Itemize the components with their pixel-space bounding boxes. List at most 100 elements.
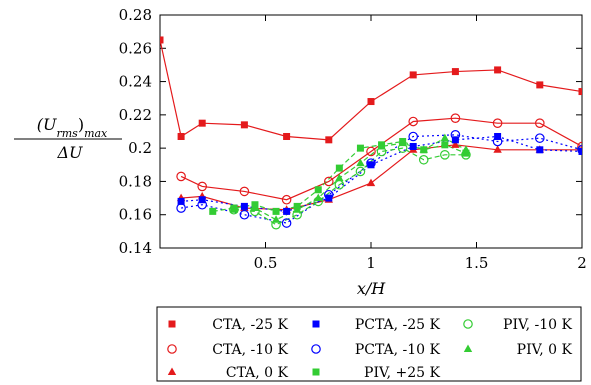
data-point <box>536 146 544 154</box>
data-point <box>314 186 322 194</box>
legend-label: PIV, 0 K <box>517 342 573 358</box>
data-point <box>577 145 582 155</box>
data-point <box>230 204 238 212</box>
legend-item: PIV, 0 K <box>463 342 573 358</box>
data-point <box>494 132 502 140</box>
data-point <box>450 113 461 123</box>
data-point <box>335 173 344 182</box>
legend-label: PCTA, -10 K <box>355 342 441 358</box>
legend-item: CTA, -25 K <box>168 317 289 333</box>
legend-item: PCTA, -10 K <box>311 342 441 358</box>
data-point <box>420 146 428 154</box>
data-point <box>451 140 460 148</box>
legend-item: PIV, +25 K <box>312 365 441 381</box>
data-point <box>314 193 323 202</box>
data-point <box>323 176 334 187</box>
series-points-1 <box>160 36 582 144</box>
series-line-3 <box>181 144 582 211</box>
y-axis-label: (Urms)max ΔU <box>14 115 122 162</box>
data-point <box>356 158 365 167</box>
data-point <box>536 81 544 89</box>
data-point <box>366 178 376 187</box>
data-point <box>176 171 186 182</box>
series-points-6 <box>229 143 471 230</box>
series-line-6 <box>233 147 466 226</box>
series-points-2 <box>176 113 582 205</box>
data-point <box>281 194 292 205</box>
data-point <box>355 166 366 177</box>
data-point <box>251 201 259 209</box>
legend-label: CTA, 0 K <box>226 365 289 381</box>
data-point <box>408 116 418 127</box>
data-point <box>197 199 207 210</box>
data-point <box>356 144 364 152</box>
data-point <box>240 121 248 129</box>
legend-item: PCTA, -25 K <box>312 317 441 333</box>
data-point <box>177 197 185 205</box>
series-markers <box>160 36 582 230</box>
data-point <box>325 194 333 202</box>
data-point <box>451 136 459 144</box>
data-point <box>283 207 291 215</box>
data-point <box>494 66 502 74</box>
data-point <box>450 130 461 140</box>
series-line-2 <box>180 117 582 201</box>
legend: CTA, -25 K PCTA, -25 K PIV, -10 K CTA, -10 … <box>156 306 582 382</box>
data-point <box>378 141 386 149</box>
x-axis-label: x/H <box>357 279 386 298</box>
y-label-close: ) <box>78 115 84 134</box>
data-point <box>240 202 248 210</box>
legend-marker <box>463 319 473 329</box>
series-points-8 <box>209 137 470 215</box>
data-point <box>335 164 343 172</box>
plot-frame <box>159 14 583 249</box>
data-point <box>283 132 291 140</box>
legend-item: CTA, 0 K <box>167 365 289 381</box>
y-tick-label: 0.14 <box>119 239 152 257</box>
data-point <box>409 142 417 150</box>
legend-label: CTA, -10 K <box>212 342 288 358</box>
legend-marker <box>311 344 321 354</box>
data-point <box>293 202 301 210</box>
y-tick-label: 0.2 <box>128 139 152 157</box>
legend-label: PCTA, -25 K <box>355 317 441 333</box>
svg-text:(Urms)max: (Urms)max <box>37 115 108 140</box>
series-line-1 <box>160 39 582 141</box>
data-point <box>198 196 206 204</box>
data-point <box>176 203 186 213</box>
data-point <box>198 119 206 127</box>
legend-marker <box>312 368 320 376</box>
data-point <box>451 68 459 76</box>
data-point <box>399 137 407 145</box>
y-axis-ticks: 0.14 0.16 0.18 0.2 0.22 0.24 0.26 0.28 <box>119 6 582 257</box>
data-point <box>160 36 164 44</box>
data-point <box>323 189 334 200</box>
legend-marker <box>312 320 320 328</box>
data-point <box>366 158 376 168</box>
legend-item: CTA, -10 K <box>167 342 289 358</box>
data-point <box>493 145 502 153</box>
y-label-open: (U <box>37 115 57 134</box>
data-point <box>408 131 418 142</box>
data-point <box>325 136 333 144</box>
data-point <box>462 149 470 157</box>
data-point <box>272 207 280 215</box>
x-tick-label: 1 <box>366 254 376 272</box>
data-point <box>367 98 375 106</box>
legend-label: PIV, -10 K <box>503 317 573 333</box>
y-tick-label: 0.22 <box>119 106 152 124</box>
data-point <box>197 181 207 192</box>
legend-marker <box>463 344 473 352</box>
data-point <box>367 161 375 169</box>
y-tick-label: 0.28 <box>119 6 152 24</box>
series-lines <box>160 39 582 226</box>
y-label-rms: rms <box>56 127 78 140</box>
y-tick-label: 0.16 <box>119 206 152 224</box>
data-point <box>578 147 582 155</box>
data-point <box>492 118 503 128</box>
y-label-denominator: ΔU <box>56 143 83 162</box>
legend-marker <box>167 367 177 375</box>
data-point <box>239 186 250 197</box>
legend-item: PIV, -10 K <box>463 317 573 333</box>
